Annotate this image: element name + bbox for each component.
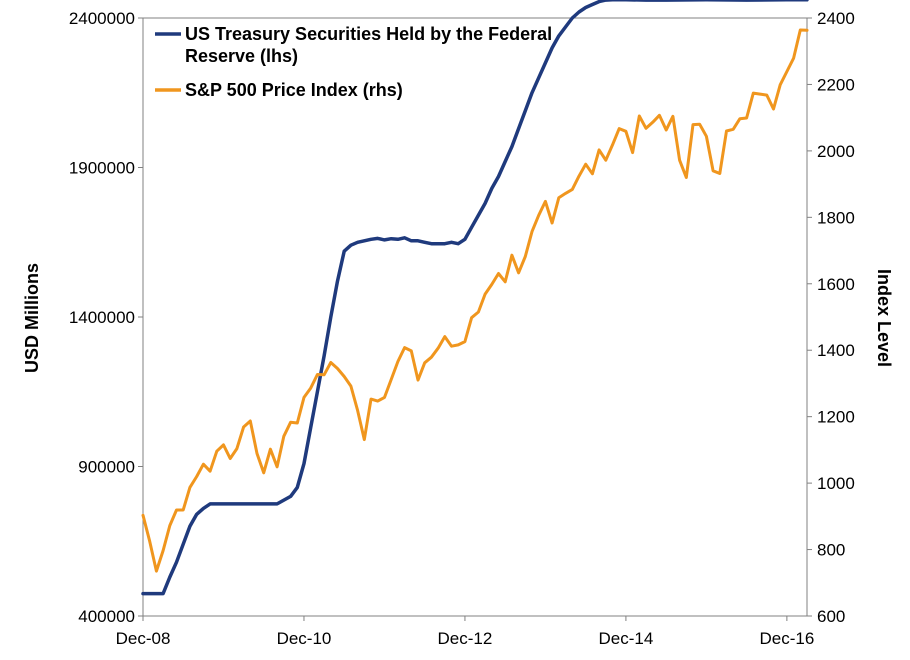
- series-line-treasury-holdings: [141, 0, 809, 596]
- series-line-sp500: [141, 28, 809, 573]
- y-right-tick-label: 2000: [817, 142, 855, 161]
- y-right-tick-label: 1000: [817, 474, 855, 493]
- y-axis-left-title: USD Millions: [22, 263, 42, 373]
- y-right-tick-label: 600: [817, 607, 845, 626]
- y-left-tick-label: 1400000: [69, 308, 135, 327]
- legend-label: Reserve (lhs): [185, 46, 298, 66]
- y-left-tick-label: 1900000: [69, 159, 135, 178]
- legend-label: S&P 500 Price Index (rhs): [185, 80, 403, 100]
- y-right-tick-label: 2400: [817, 9, 855, 28]
- y-left-tick-label: 400000: [78, 607, 135, 626]
- y-right-tick-label: 1400: [817, 341, 855, 360]
- y-left-tick-label: 2400000: [69, 9, 135, 28]
- y-left-tick-label: 900000: [78, 458, 135, 477]
- y-axis-right-title: Index Level: [874, 269, 894, 367]
- legend-label: US Treasury Securities Held by the Feder…: [185, 24, 552, 44]
- x-tick-label: Dec-16: [759, 629, 814, 648]
- x-tick-label: Dec-08: [116, 629, 171, 648]
- y-right-tick-label: 1600: [817, 275, 855, 294]
- x-tick-label: Dec-10: [277, 629, 332, 648]
- plot-area-frame: [142, 17, 808, 617]
- y-right-tick-label: 2200: [817, 75, 855, 94]
- y-right-tick-label: 800: [817, 541, 845, 560]
- x-tick-label: Dec-14: [599, 629, 654, 648]
- y-right-tick-label: 1800: [817, 208, 855, 227]
- y-right-tick-label: 1200: [817, 408, 855, 427]
- x-tick-label: Dec-12: [438, 629, 493, 648]
